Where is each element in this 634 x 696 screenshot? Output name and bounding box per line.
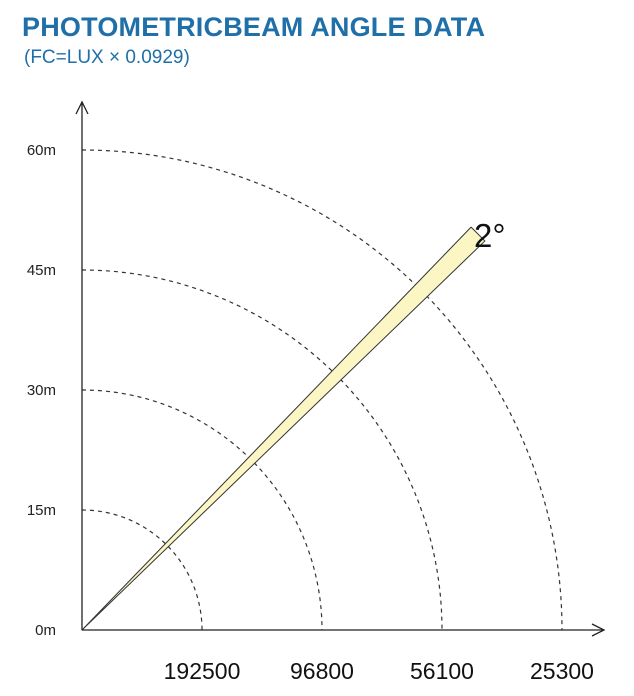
y-axis-arrow [75,100,89,115]
beam-angle-label: 2° [474,217,506,254]
beam-wedge [81,226,486,631]
y-tick-labels: 0m 15m 30m 45m 60m [27,142,56,639]
x-tick-label: 96800 [290,658,354,684]
y-tick-label: 0m [35,622,56,639]
x-tick-label: 192500 [164,658,241,684]
distance-arc-1 [81,509,203,631]
x-tick-labels: 192500 96800 56100 25300 [164,658,594,684]
axes [75,100,606,637]
y-tick-label: 30m [27,382,56,399]
x-tick-label: 25300 [530,658,594,684]
y-tick-label: 15m [27,502,56,519]
chart-title: PHOTOMETRICBEAM ANGLE DATA [22,12,486,42]
x-tick-label: 56100 [410,658,474,684]
distance-arc-2 [81,389,323,631]
x-axis-arrow [591,623,606,637]
y-tick-label: 60m [27,142,56,159]
beam-group [81,226,486,631]
chart-subtitle: (FC=LUX × 0.0929) [24,47,190,68]
y-tick-label: 45m [27,262,56,279]
